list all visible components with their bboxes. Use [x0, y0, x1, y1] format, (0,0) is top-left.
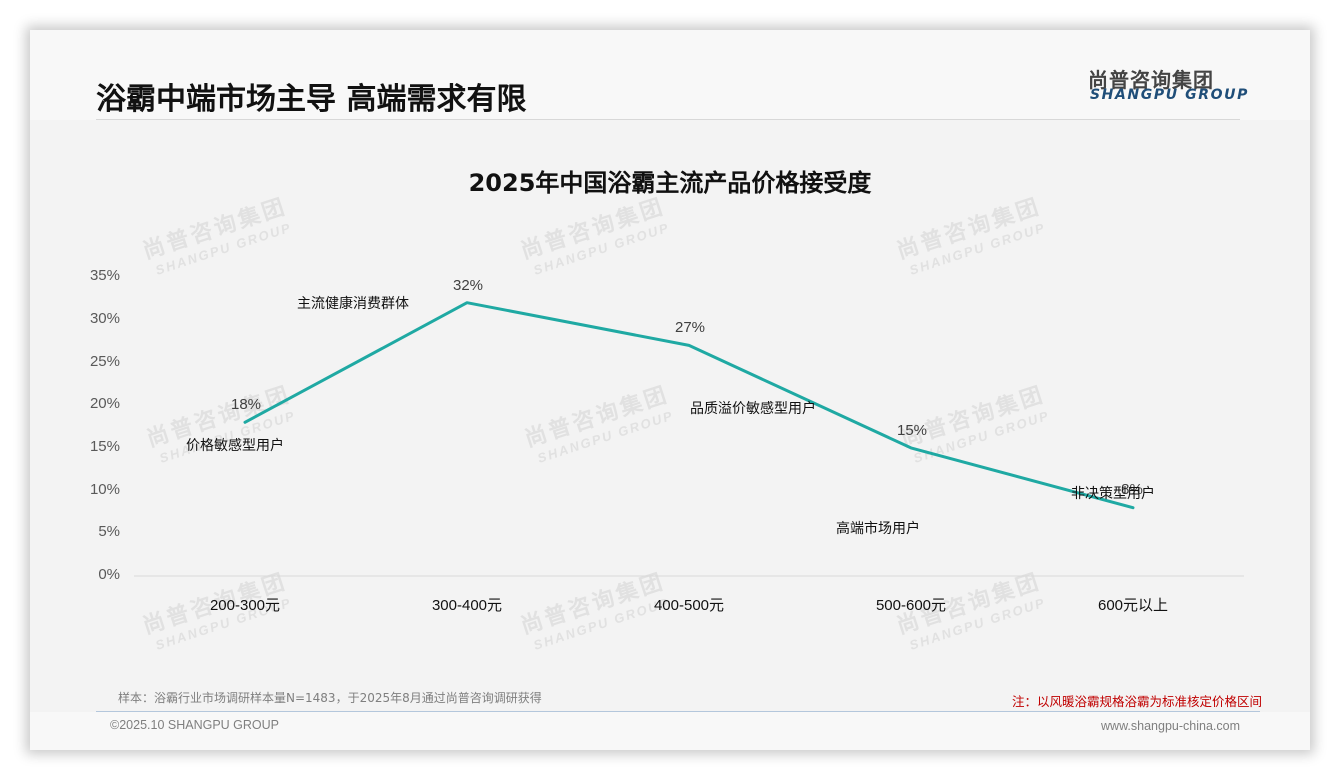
footer-band: [30, 712, 1310, 750]
annotation: 高端市场用户: [836, 521, 920, 537]
x-tick: 600元以上: [1097, 597, 1169, 614]
x-tick: 500-600元: [875, 597, 947, 614]
header-band: [30, 30, 1310, 120]
website-link[interactable]: www.shangpu-china.com: [1101, 719, 1240, 733]
data-label: 15%: [896, 422, 928, 439]
copyright: ©2025.10 SHANGPU GROUP: [110, 718, 279, 732]
x-tick: 200-300元: [209, 597, 281, 614]
series-line: [243, 301, 1135, 510]
logo-en: SHANGPU GROUP: [1090, 87, 1249, 103]
methodology-note: 注：以风暖浴霸规格浴霸为标准核定价格区间: [1011, 694, 1262, 709]
y-tick: 25%: [89, 353, 120, 370]
data-label: 32%: [452, 277, 484, 294]
annotation: 主流健康消费群体: [297, 296, 409, 312]
header-divider: [96, 119, 1240, 120]
sample-note: 样本：浴霸行业市场调研样本量N=1483，于2025年8月通过尚普咨询调研获得: [118, 691, 542, 705]
y-tick: 5%: [98, 523, 120, 540]
x-tick: 400-500元: [653, 597, 725, 614]
footer-divider: [96, 711, 1260, 712]
annotation: 品质溢价敏感型用户: [690, 401, 816, 417]
x-tick: 300-400元: [431, 597, 503, 614]
y-tick: 35%: [89, 267, 120, 284]
slide: 浴霸中端市场主导 高端需求有限 尚普咨询集团 SHANGPU GROUP 尚普咨…: [30, 30, 1310, 750]
data-label: 18%: [230, 396, 262, 413]
page-title: 浴霸中端市场主导 高端需求有限: [96, 82, 527, 117]
data-label: 8%: [1121, 481, 1143, 498]
logo-cn: 尚普咨询集团: [1088, 68, 1214, 92]
line-plot: [134, 301, 1244, 577]
y-tick: 0%: [98, 566, 120, 583]
chart-title: 2025年中国浴霸主流产品价格接受度: [468, 169, 872, 197]
annotation: 非决策型用户: [1071, 486, 1155, 502]
data-label: 27%: [674, 319, 706, 336]
y-tick: 30%: [89, 310, 120, 327]
y-tick: 20%: [89, 395, 120, 412]
annotation: 价格敏感型用户: [186, 438, 284, 454]
y-tick: 10%: [89, 481, 120, 498]
y-tick: 15%: [89, 438, 120, 455]
